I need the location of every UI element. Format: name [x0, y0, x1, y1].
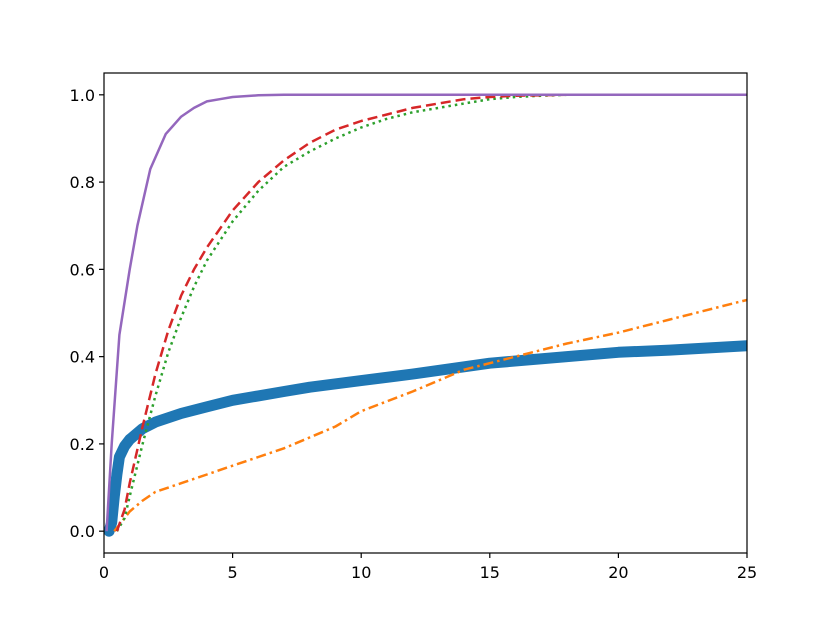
x-tick-label: 10	[351, 563, 371, 582]
series-line-1	[104, 340, 747, 537]
y-axis: 0.0 0.2 0.4 0.6 0.8 1.0	[70, 86, 104, 541]
plot-frame	[103, 72, 748, 554]
y-tick-label: 0.4	[70, 348, 95, 367]
y-tick-label: 0.6	[70, 260, 95, 279]
y-tick-label: 0.2	[70, 435, 95, 454]
series-layer	[104, 93, 747, 537]
series-line-3	[115, 93, 747, 532]
x-tick-label: 15	[480, 563, 500, 582]
series-line-2	[113, 298, 747, 532]
y-tick-label: 0.8	[70, 173, 95, 192]
x-tick-label: 25	[737, 563, 757, 582]
x-tick-label: 5	[228, 563, 238, 582]
x-axis: 0 5 10 15 20 25	[99, 553, 757, 582]
series-line-5	[105, 93, 747, 532]
y-tick-label: 1.0	[70, 86, 95, 105]
x-tick-label: 20	[608, 563, 628, 582]
series-line-4	[115, 93, 747, 532]
x-tick-label: 0	[99, 563, 109, 582]
y-tick-label: 0.0	[70, 522, 95, 541]
